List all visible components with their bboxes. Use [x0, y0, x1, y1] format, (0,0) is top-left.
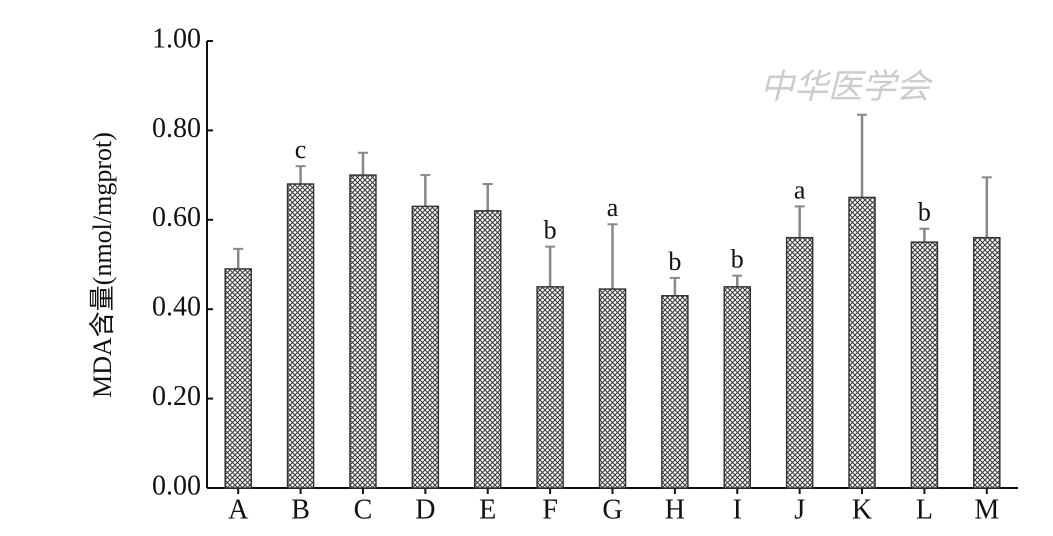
y-tick-label: 0.00	[152, 470, 201, 501]
bar	[723, 286, 752, 489]
annotation: b	[731, 245, 744, 274]
y-tick-label: 1.00	[152, 23, 201, 54]
annotation: a	[794, 175, 806, 204]
x-tick-label: G	[602, 494, 622, 525]
x-tick-label: A	[228, 494, 249, 525]
bar	[973, 236, 1001, 489]
watermark: 中华医学会	[760, 69, 934, 106]
x-tick-label: I	[733, 494, 742, 525]
x-tick-label: H	[665, 494, 685, 525]
y-tick-label: 0.20	[152, 381, 201, 412]
bar	[224, 268, 252, 489]
x-tick-label: M	[974, 494, 999, 525]
x-tick-label: E	[479, 494, 496, 525]
x-tick-label: D	[415, 494, 435, 525]
annotation: c	[295, 135, 307, 164]
x-tick-label: C	[354, 494, 373, 525]
x-tick-label: F	[542, 494, 558, 525]
x-tick-label: B	[291, 494, 310, 525]
bar	[349, 174, 377, 489]
bar	[286, 183, 315, 489]
bar	[848, 196, 876, 489]
x-tick-label: J	[794, 494, 805, 525]
x-tick-label: L	[916, 494, 933, 525]
y-tick-label: 0.40	[152, 292, 201, 323]
bar	[411, 205, 440, 489]
annotation: a	[607, 193, 619, 222]
bar	[785, 236, 814, 489]
y-axis-label: MDA含量(nmol/mgprot)	[88, 132, 117, 398]
y-tick-label: 0.60	[152, 202, 201, 233]
annotation: b	[544, 216, 557, 245]
bar	[910, 241, 939, 489]
bar	[473, 210, 502, 489]
bar	[536, 286, 564, 489]
annotation: b	[918, 198, 931, 227]
x-tick-label: K	[852, 494, 872, 525]
bar	[661, 295, 689, 489]
annotation: b	[668, 247, 681, 276]
y-tick-label: 0.80	[152, 113, 201, 144]
bar	[598, 288, 627, 489]
